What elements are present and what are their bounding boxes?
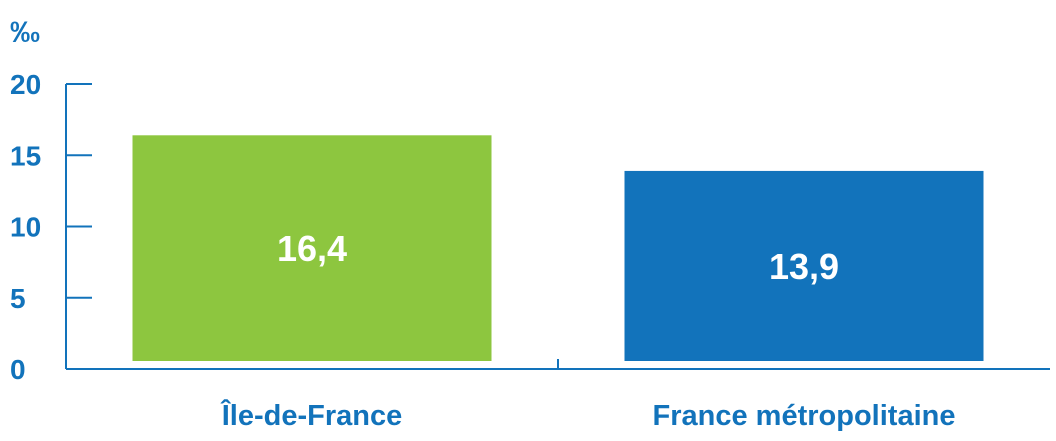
category-labels: Île-de-France France métropolitaine <box>220 398 956 432</box>
x-axis <box>66 359 1050 370</box>
y-tick-label: 0 <box>10 354 26 385</box>
y-axis: 0 5 10 15 20 <box>10 69 92 385</box>
bars <box>132 135 984 361</box>
y-axis-unit-label: ‰ <box>10 16 40 49</box>
data-label: 16,4 <box>277 228 347 269</box>
bar-france-metropolitaine <box>624 170 984 361</box>
category-label: France métropolitaine <box>653 400 956 432</box>
y-tick-label: 5 <box>10 283 26 314</box>
y-tick-label: 10 <box>10 212 41 243</box>
y-tick-label: 15 <box>10 140 41 171</box>
data-labels: 16,4 13,9 <box>277 228 839 287</box>
category-label: Île-de-France <box>220 398 403 432</box>
bar-ile-de-france <box>132 135 492 361</box>
data-label: 13,9 <box>769 246 839 287</box>
y-tick-label: 20 <box>10 69 41 100</box>
